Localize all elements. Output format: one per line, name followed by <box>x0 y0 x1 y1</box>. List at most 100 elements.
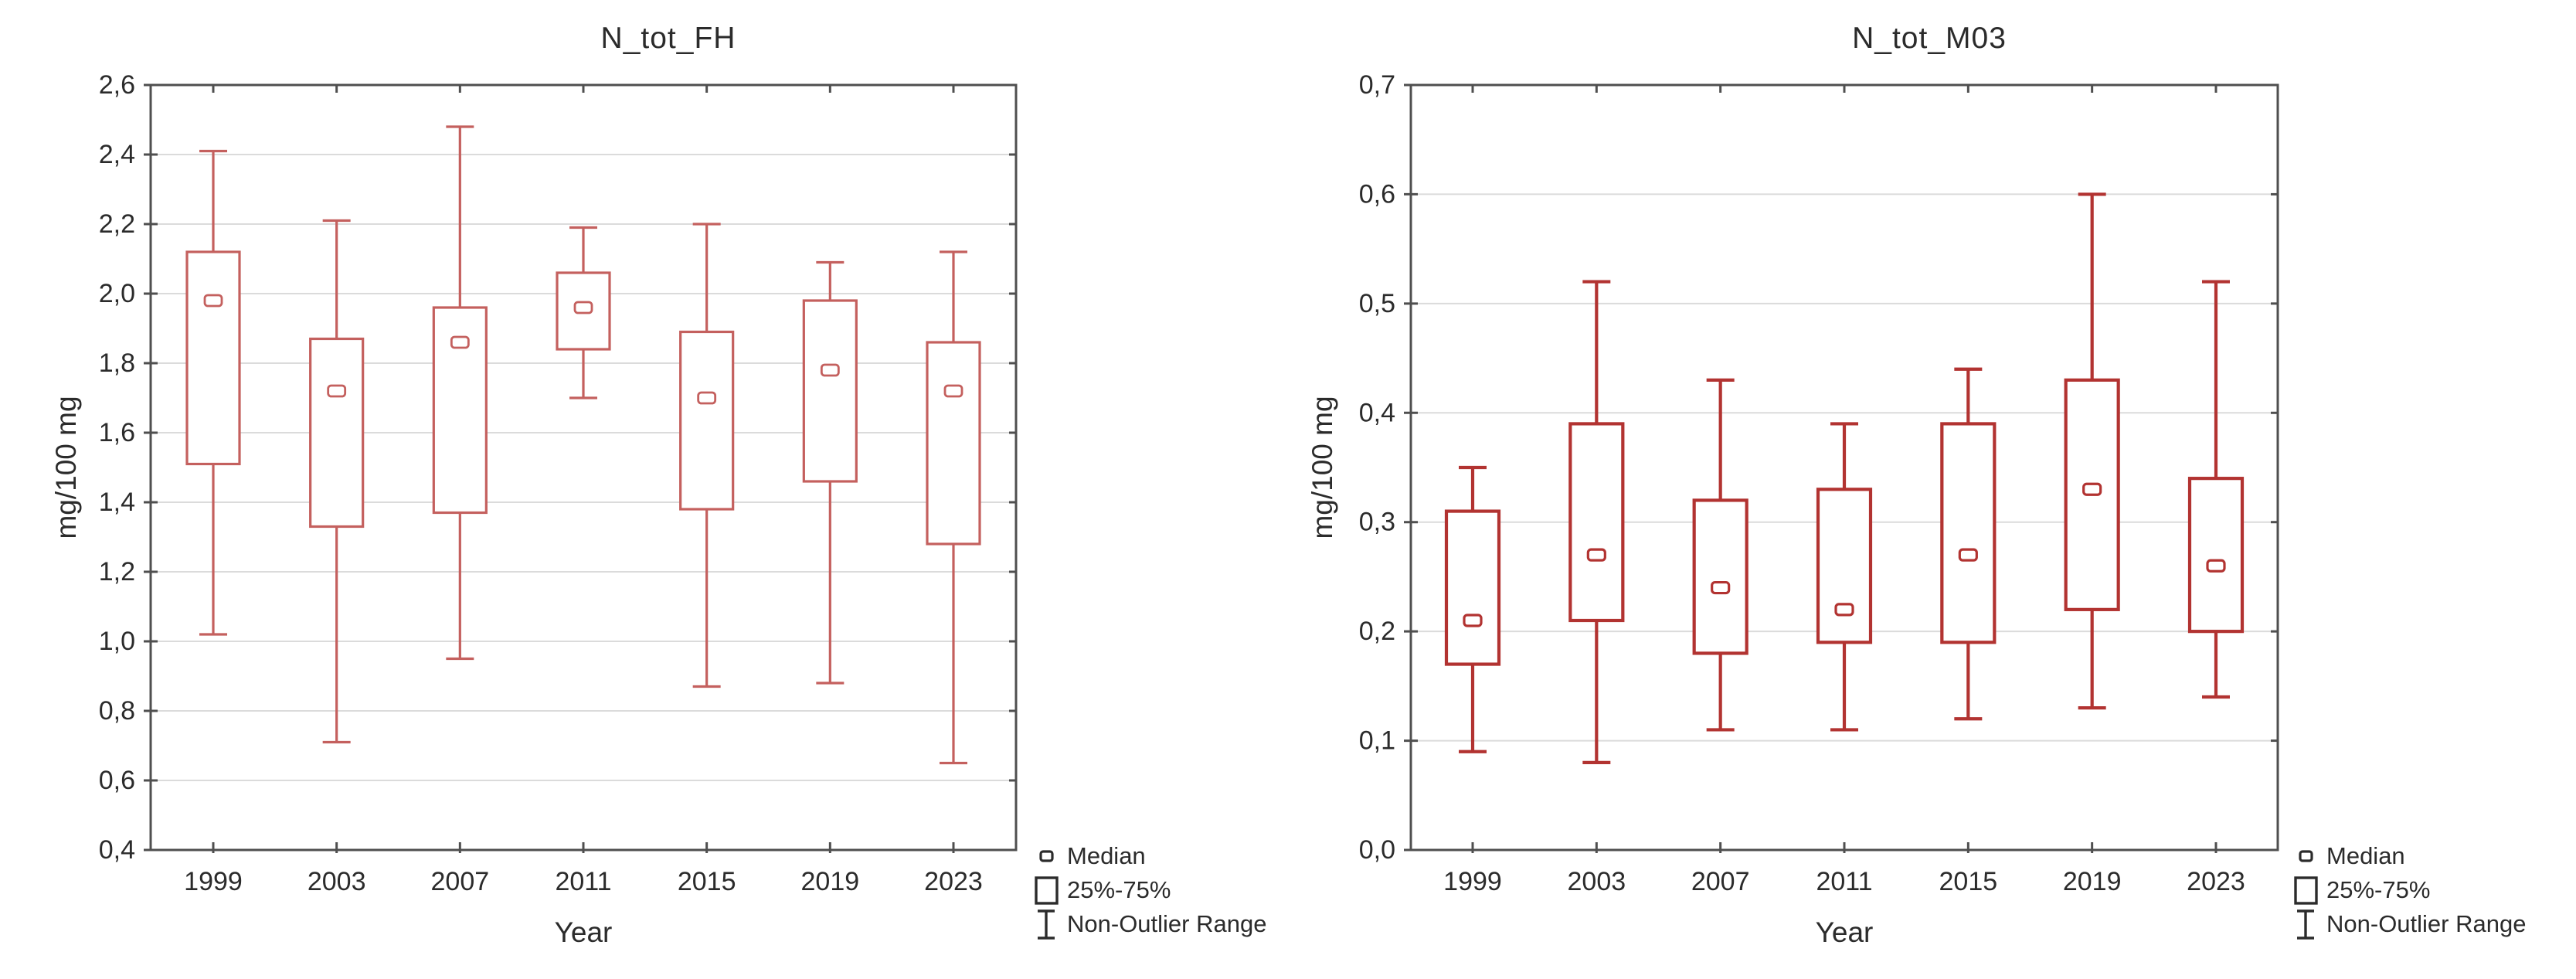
x-tick-label: 2023 <box>924 867 983 896</box>
iqr-box <box>1444 509 1501 666</box>
box-group-2015 <box>1940 367 1997 721</box>
x-tick-label: 2011 <box>555 867 611 896</box>
x-tick-label: 2015 <box>678 867 736 896</box>
y-tick-label: 2,6 <box>99 70 135 100</box>
box-group-2019 <box>802 260 858 685</box>
chart-title-n-tot-fh: N_tot_FH <box>600 22 736 55</box>
box-group-2015 <box>679 223 735 688</box>
iqr-box <box>2187 477 2245 634</box>
x-tick-label: 2003 <box>1568 867 1626 896</box>
box-group-2023 <box>2187 280 2245 699</box>
median-swatch-icon <box>1039 850 1054 862</box>
median-marker <box>450 335 470 349</box>
y-tick-label: 2,4 <box>99 140 135 169</box>
y-tick-label: 1,4 <box>99 488 135 517</box>
box-group-1999 <box>185 149 241 636</box>
box-group-1999 <box>1444 465 1501 753</box>
box-group-2007 <box>432 125 488 661</box>
box-group-2019 <box>2064 192 2120 710</box>
x-axis-label-right: Year <box>1815 916 1874 948</box>
x-tick-label: 1999 <box>1443 867 1502 896</box>
y-tick-label: 0,5 <box>1359 289 1395 318</box>
iqr-box <box>309 337 365 529</box>
legend-item-median: Median <box>2289 839 2526 873</box>
y-axis-label-left: mg/100 mg <box>50 396 82 539</box>
y-tick-label: 1,6 <box>99 418 135 447</box>
box-group-2011 <box>1816 422 1873 732</box>
y-tick-label: 2,2 <box>99 209 135 239</box>
chart-title-n-tot-m03: N_tot_M03 <box>1852 22 2007 55</box>
iqr-box-swatch-icon <box>2294 876 2318 905</box>
median-marker <box>820 363 840 377</box>
y-tick-label: 0,1 <box>1359 726 1395 756</box>
iqr-box <box>1816 488 1873 644</box>
y-tick-label: 0,4 <box>1359 398 1395 427</box>
y-tick-label: 0,7 <box>1359 70 1395 100</box>
y-tick-label: 0,6 <box>99 766 135 795</box>
box-group-2023 <box>926 250 981 765</box>
iqr-box <box>679 330 735 511</box>
legend-label-non-outlier-range: Non-Outlier Range <box>2326 910 2527 937</box>
iqr-box-swatch-icon <box>1035 876 1059 905</box>
whisker-swatch-icon <box>2297 909 2314 940</box>
median-marker <box>1711 580 1731 595</box>
legend-item-non-outlier-range: Non-Outlier Range <box>1029 907 1266 941</box>
median-marker <box>1834 603 1854 617</box>
x-tick-label: 1999 <box>184 867 243 896</box>
iqr-box <box>1940 422 1997 644</box>
box-group-2003 <box>309 219 365 744</box>
median-marker <box>697 391 717 405</box>
box-group-2003 <box>1568 280 1625 764</box>
x-axis-label-left: Year <box>554 916 613 948</box>
x-tick-label: 2023 <box>2187 867 2245 896</box>
legend-right: Median 25%-75% Non-Outlier Range <box>2289 839 2526 941</box>
y-tick-label: 0,6 <box>1359 179 1395 209</box>
median-marker <box>1463 614 1483 627</box>
median-marker <box>1958 548 1978 562</box>
median-marker <box>203 294 223 308</box>
iqr-box <box>185 250 241 466</box>
x-tick-label: 2011 <box>1816 867 1872 896</box>
median-marker <box>573 301 593 314</box>
whisker-swatch-icon <box>1038 909 1055 940</box>
y-axis-label-right: mg/100 mg <box>1307 396 1338 539</box>
box-group-2011 <box>556 226 611 399</box>
iqr-box <box>1692 498 1748 655</box>
legend-label-non-outlier-range: Non-Outlier Range <box>1067 910 1267 937</box>
y-tick-label: 0,4 <box>99 835 135 865</box>
median-marker <box>327 384 347 398</box>
median-marker <box>2206 559 2226 573</box>
legend-label-iqr: 25%-75% <box>1067 876 1171 903</box>
legend-label-median: Median <box>2326 842 2405 869</box>
plot-frame <box>149 83 1018 852</box>
y-tick-label: 1,8 <box>99 348 135 378</box>
y-tick-label: 0,3 <box>1359 508 1395 537</box>
x-tick-label: 2007 <box>1691 867 1750 896</box>
x-tick-label: 2003 <box>308 867 366 896</box>
median-marker <box>1586 548 1606 562</box>
legend-item-iqr: 25%-75% <box>2289 873 2526 907</box>
y-tick-label: 0,2 <box>1359 617 1395 646</box>
y-tick-label: 0,8 <box>99 696 135 726</box>
iqr-box <box>1568 422 1625 623</box>
legend-item-iqr: 25%-75% <box>1029 873 1266 907</box>
boxplot-N_tot_FH: 0,4 0,6 0,8 1,0 1,2 1,4 1,6 1,8 2,0 2,2 2,4 2,6 1999… <box>99 70 1018 896</box>
x-tick-label: 2015 <box>1939 867 1998 896</box>
y-tick-label: 1,0 <box>99 627 135 656</box>
median-marker <box>2082 482 2102 496</box>
x-tick-label: 2007 <box>431 867 490 896</box>
boxplot-N_tot_M03: 0,0 0,1 0,2 0,3 0,4 0,5 0,6 0,7 1999 2003 2007 2011… <box>1359 70 2279 896</box>
median-swatch-icon <box>2299 850 2313 862</box>
median-marker <box>943 384 963 398</box>
legend-item-median: Median <box>1029 839 1266 873</box>
y-tick-label: 0,0 <box>1359 835 1395 865</box>
iqr-box <box>926 341 981 546</box>
y-tick-label: 1,2 <box>99 557 135 586</box>
iqr-box <box>802 299 858 483</box>
legend-label-iqr: 25%-75% <box>2326 876 2431 903</box>
y-tick-label: 2,0 <box>99 279 135 308</box>
x-tick-label: 2019 <box>2063 867 2122 896</box>
box-group-2007 <box>1692 378 1748 732</box>
